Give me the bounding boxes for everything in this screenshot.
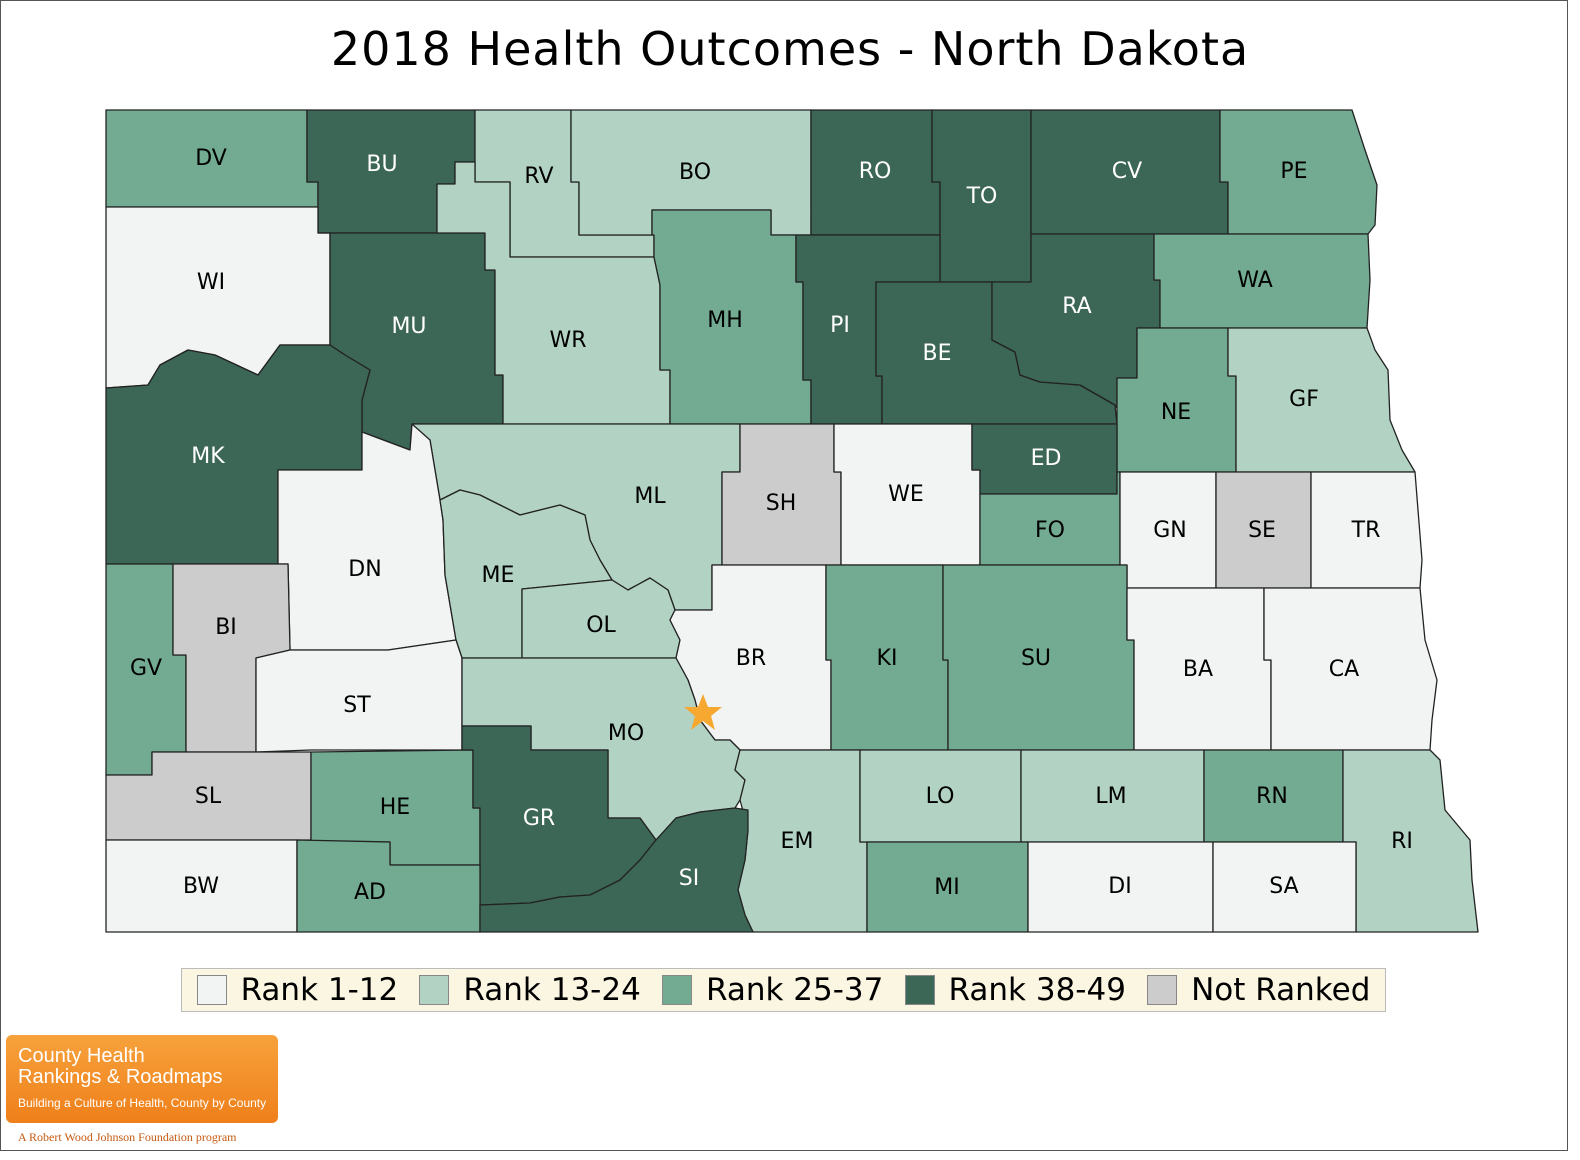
legend-item: Rank 25-37 xyxy=(661,972,884,1008)
legend-label: Rank 13-24 xyxy=(463,972,641,1008)
county-label-sh: SH xyxy=(766,491,797,516)
legend-item: Rank 38-49 xyxy=(904,972,1126,1008)
county-si xyxy=(479,807,754,933)
logo-line-1: County Health xyxy=(18,1045,145,1067)
county-pe xyxy=(1219,109,1378,235)
county-label-ed: ED xyxy=(1031,446,1062,471)
county-label-wa: WA xyxy=(1237,268,1273,293)
county-label-mu: MU xyxy=(391,314,426,339)
county-label-si: SI xyxy=(679,866,699,891)
county-label-em: EM xyxy=(781,829,814,854)
legend-swatch xyxy=(1147,975,1178,1005)
county-label-cv: CV xyxy=(1112,159,1142,184)
county-label-to: TO xyxy=(966,184,998,209)
county-label-be: BE xyxy=(923,341,952,366)
county-label-gr: GR xyxy=(523,806,555,831)
county-label-su: SU xyxy=(1021,646,1051,671)
county-label-dv: DV xyxy=(195,146,227,171)
county-label-tr: TR xyxy=(1351,518,1381,543)
legend-label: Rank 25-37 xyxy=(705,972,884,1008)
county-label-mh: MH xyxy=(707,308,743,333)
map-title: 2018 Health Outcomes - North Dakota xyxy=(330,22,1250,76)
map-legend: Rank 1-12 Rank 13-24 Rank 25-37 Rank 38-49 N… xyxy=(181,968,1386,1012)
county-label-se: SE xyxy=(1248,518,1276,543)
county-label-pi: PI xyxy=(830,313,850,338)
county-label-br: BR xyxy=(736,646,766,671)
logo-tagline: Building a Culture of Health, County by … xyxy=(18,1096,267,1110)
county-label-sa: SA xyxy=(1269,874,1298,899)
county-label-wi: WI xyxy=(197,270,225,295)
county-me xyxy=(439,489,613,659)
county-label-ba: BA xyxy=(1183,657,1213,682)
legend-swatch xyxy=(419,975,450,1005)
legend-item: Not Ranked xyxy=(1147,972,1370,1008)
county-ca xyxy=(1263,587,1438,751)
county-sa xyxy=(1212,841,1357,933)
county-ad xyxy=(296,839,481,933)
legend-label: Rank 1-12 xyxy=(240,972,399,1008)
county-label-we: WE xyxy=(888,482,924,507)
county-label-st: ST xyxy=(343,693,371,718)
county-label-ki: KI xyxy=(877,646,898,671)
legend-swatch xyxy=(904,975,935,1005)
county-label-ro: RO xyxy=(859,159,892,184)
logo-subline: A Robert Wood Johnson Foundation program xyxy=(18,1130,237,1144)
county-label-lo: LO xyxy=(926,784,955,809)
county-label-gf: GF xyxy=(1289,387,1319,412)
logo-line-2: Rankings & Roadmaps xyxy=(18,1066,223,1088)
legend-item: Rank 1-12 xyxy=(196,972,399,1008)
legend-swatch xyxy=(196,975,227,1005)
county-label-lm: LM xyxy=(1095,784,1126,809)
county-label-bo: BO xyxy=(679,160,711,185)
county-label-sl: SL xyxy=(195,784,222,809)
county-label-bu: BU xyxy=(366,152,397,177)
legend-label: Not Ranked xyxy=(1191,972,1371,1008)
star-icon xyxy=(684,694,722,730)
county-label-ol: OL xyxy=(586,613,616,638)
county-label-ne: NE xyxy=(1161,400,1191,425)
county-label-me: ME xyxy=(482,563,515,588)
county-label-gn: GN xyxy=(1153,518,1187,543)
county-label-mo: MO xyxy=(608,721,644,746)
county-label-bi: BI xyxy=(215,615,237,640)
chrr-logo: County Health Rankings & Roadmaps Buildi… xyxy=(6,1035,278,1123)
county-label-mk: MK xyxy=(191,444,225,469)
county-label-dn: DN xyxy=(348,557,381,582)
county-label-gv: GV xyxy=(130,656,162,681)
legend-label: Rank 38-49 xyxy=(948,972,1126,1008)
county-label-rv: RV xyxy=(524,164,553,189)
county-label-pe: PE xyxy=(1280,159,1307,184)
county-label-he: HE xyxy=(380,795,410,820)
county-label-rn: RN xyxy=(1256,784,1288,809)
county-gf xyxy=(1227,327,1416,473)
legend-item: Rank 13-24 xyxy=(419,972,641,1008)
county-label-ad: AD xyxy=(354,880,386,905)
county-label-wr: WR xyxy=(549,328,586,353)
county-label-ra: RA xyxy=(1062,294,1091,319)
county-label-fo: FO xyxy=(1035,518,1065,543)
county-label-mi: MI xyxy=(934,875,959,900)
county-label-bw: BW xyxy=(183,874,219,899)
county-label-ml: ML xyxy=(634,484,666,509)
county-label-ca: CA xyxy=(1329,657,1359,682)
legend-swatch xyxy=(661,975,692,1005)
county-label-di: DI xyxy=(1108,874,1131,899)
county-label-ri: RI xyxy=(1391,829,1413,854)
